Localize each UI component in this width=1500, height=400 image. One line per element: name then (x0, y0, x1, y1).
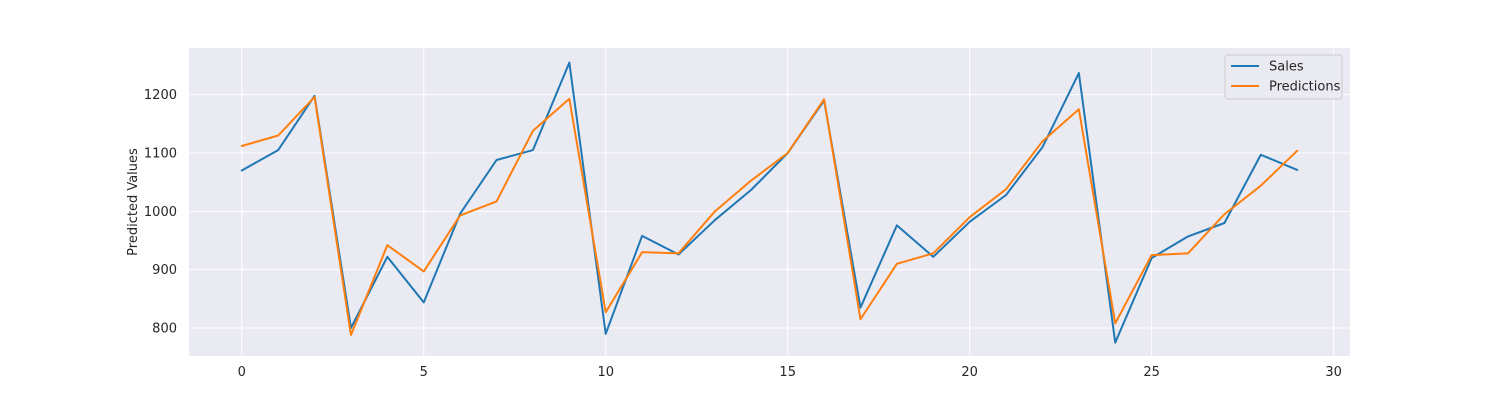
legend-label-sales: Sales (1269, 60, 1304, 75)
x-tick-label: 0 (238, 365, 246, 380)
y-tick-label: 800 (152, 322, 177, 337)
y-tick-label: 900 (152, 263, 177, 278)
y-tick-label: 1200 (144, 88, 177, 103)
series-line-sales (240, 61, 1299, 344)
x-tick-label: 30 (1325, 365, 1342, 380)
plot-background (189, 48, 1350, 356)
x-tick-label: 10 (597, 365, 614, 380)
y-tick-label: 1100 (144, 147, 177, 162)
x-tick-label: 15 (779, 365, 796, 380)
x-tick-label: 25 (1143, 365, 1160, 380)
x-tick-label: 5 (420, 365, 428, 380)
y-tick-label: 1000 (144, 205, 177, 220)
x-tick-label: 20 (961, 365, 978, 380)
y-axis-title: Predicted Values (126, 148, 141, 256)
legend-label-predictions: Predictions (1269, 80, 1341, 95)
series-line-predictions (240, 96, 1299, 336)
